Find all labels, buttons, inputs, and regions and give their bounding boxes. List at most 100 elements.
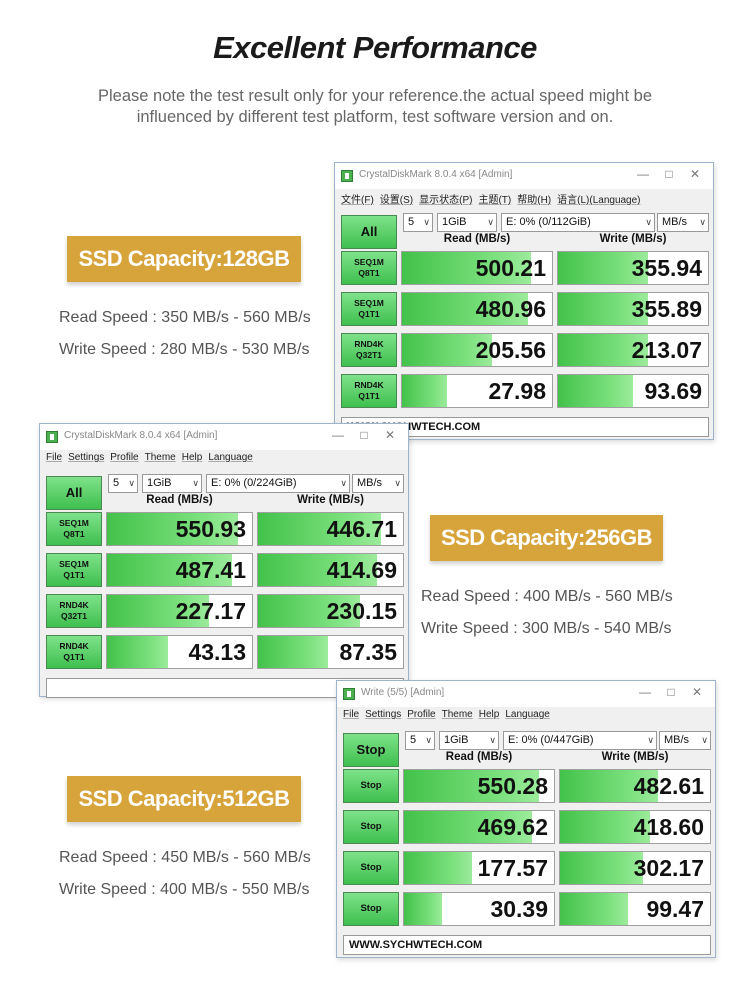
menu-item[interactable]: Language bbox=[505, 709, 550, 720]
write-speed-value: 414.69 bbox=[326, 557, 397, 583]
stop-test-button[interactable]: Stop bbox=[343, 769, 399, 803]
menu-item[interactable]: Settings bbox=[68, 452, 105, 463]
stop-test-button[interactable]: Stop bbox=[343, 851, 399, 885]
menu-item[interactable]: 语言(L)(Language) bbox=[557, 195, 641, 206]
test-button[interactable]: RND4K Q1T1 bbox=[46, 635, 102, 669]
close-icon[interactable]: ✕ bbox=[384, 428, 396, 442]
drive-select[interactable]: E: 0% (0/112GiB) ∨ bbox=[501, 213, 655, 232]
test-queue: Q1T1 bbox=[358, 309, 380, 319]
read-result-cell: 500.21 bbox=[401, 251, 553, 285]
menu-item[interactable]: 帮助(H) bbox=[517, 195, 552, 206]
stop-test-button[interactable]: Stop bbox=[343, 810, 399, 844]
select-value: 5 bbox=[410, 734, 417, 746]
unit-select[interactable]: MB/s ∨ bbox=[657, 213, 709, 232]
chevron-down-icon: ∨ bbox=[394, 478, 401, 488]
read-progress-bar bbox=[404, 852, 472, 884]
menu-item[interactable]: Help bbox=[478, 709, 500, 720]
maximize-icon[interactable]: □ bbox=[360, 428, 368, 442]
note-line-2: influenced by different test platform, t… bbox=[136, 108, 614, 126]
test-button[interactable]: SEQ1M Q8T1 bbox=[341, 251, 397, 285]
read-result-cell: 177.57 bbox=[403, 851, 555, 885]
menu-item[interactable]: Profile bbox=[407, 709, 436, 720]
read-progress-bar bbox=[107, 636, 168, 668]
test-queue: Q32T1 bbox=[356, 350, 382, 360]
read-speed-spec: Read Speed : 400 MB/s - 560 MB/s bbox=[421, 588, 673, 605]
menu-item[interactable]: Settings bbox=[365, 709, 402, 720]
read-speed-value: 480.96 bbox=[475, 296, 546, 322]
write-column-header: Write (MB/s) bbox=[599, 233, 667, 245]
note-line-1: Please note the test result only for you… bbox=[98, 87, 652, 105]
read-speed-value: 550.28 bbox=[477, 773, 548, 799]
read-result-cell: 30.39 bbox=[403, 892, 555, 926]
chevron-down-icon: ∨ bbox=[699, 217, 706, 227]
write-result-cell: 230.15 bbox=[257, 594, 404, 628]
read-speed-value: 27.98 bbox=[488, 378, 546, 404]
test-queue: Q1T1 bbox=[63, 652, 85, 662]
write-result-cell: 418.60 bbox=[559, 810, 711, 844]
menu-item[interactable]: 显示状态(P) bbox=[419, 195, 473, 206]
size-select[interactable]: 1GiB ∨ bbox=[439, 731, 499, 750]
unit-select[interactable]: MB/s ∨ bbox=[659, 731, 711, 750]
close-icon[interactable]: ✕ bbox=[689, 167, 701, 181]
write-speed-value: 93.69 bbox=[644, 378, 702, 404]
write-column-header: Write (MB/s) bbox=[297, 494, 364, 506]
maximize-icon[interactable]: □ bbox=[667, 685, 675, 699]
test-button[interactable]: SEQ1M Q1T1 bbox=[341, 292, 397, 326]
write-result-cell: 99.47 bbox=[559, 892, 711, 926]
drive-select[interactable]: E: 0% (0/224GiB) ∨ bbox=[206, 474, 350, 493]
read-column-header: Read (MB/s) bbox=[146, 494, 213, 506]
size-select[interactable]: 1GiB ∨ bbox=[142, 474, 202, 493]
test-name: SEQ1M bbox=[354, 298, 384, 308]
menu-item[interactable]: Help bbox=[181, 452, 203, 463]
read-column-header: Read (MB/s) bbox=[445, 751, 513, 763]
write-column-header: Write (MB/s) bbox=[601, 751, 669, 763]
drive-select[interactable]: E: 0% (0/447GiB) ∨ bbox=[503, 731, 657, 750]
menu-item[interactable]: Theme bbox=[144, 452, 176, 463]
minimize-icon[interactable]: — bbox=[637, 167, 649, 181]
test-button[interactable]: RND4K Q32T1 bbox=[46, 594, 102, 628]
minimize-icon[interactable]: — bbox=[639, 685, 651, 699]
menu-item[interactable]: File bbox=[343, 709, 360, 720]
test-button[interactable]: SEQ1M Q1T1 bbox=[46, 553, 102, 587]
write-speed-value: 213.07 bbox=[631, 337, 702, 363]
run-all-button[interactable]: All bbox=[341, 215, 397, 249]
menu-item[interactable]: Profile bbox=[110, 452, 139, 463]
select-value: 1GiB bbox=[147, 477, 172, 489]
count-select[interactable]: 5 ∨ bbox=[405, 731, 435, 750]
close-icon[interactable]: ✕ bbox=[691, 685, 703, 699]
maximize-icon[interactable]: □ bbox=[665, 167, 673, 181]
size-select[interactable]: 1GiB ∨ bbox=[437, 213, 497, 232]
test-button[interactable]: RND4K Q32T1 bbox=[341, 333, 397, 367]
menu-item[interactable]: 文件(F) bbox=[341, 195, 374, 206]
read-result-cell: 227.17 bbox=[106, 594, 253, 628]
read-result-cell: 550.93 bbox=[106, 512, 253, 546]
read-result-cell: 469.62 bbox=[403, 810, 555, 844]
write-progress-bar bbox=[258, 513, 382, 545]
stop-test-button[interactable]: Stop bbox=[343, 892, 399, 926]
count-select[interactable]: 5 ∨ bbox=[403, 213, 433, 232]
test-button[interactable]: SEQ1M Q8T1 bbox=[46, 512, 102, 546]
read-speed-value: 177.57 bbox=[477, 855, 548, 881]
minimize-icon[interactable]: — bbox=[332, 428, 344, 442]
select-value: E: 0% (0/447GiB) bbox=[508, 734, 594, 746]
menu-item[interactable]: 设置(S) bbox=[379, 195, 414, 206]
read-speed-spec: Read Speed : 350 MB/s - 560 MB/s bbox=[59, 309, 311, 326]
title-bar: CrystalDiskMark 8.0.4 x64 [Admin] — □ ✕ bbox=[40, 424, 408, 450]
stop-all-button[interactable]: Stop bbox=[343, 733, 399, 767]
crystaldiskmark-window-256gb: CrystalDiskMark 8.0.4 x64 [Admin] — □ ✕ File… bbox=[39, 423, 409, 698]
menu-item[interactable]: File bbox=[46, 452, 63, 463]
test-button[interactable]: RND4K Q1T1 bbox=[341, 374, 397, 408]
test-queue: Q1T1 bbox=[358, 391, 380, 401]
write-speed-value: 482.61 bbox=[633, 773, 704, 799]
run-all-button[interactable]: All bbox=[46, 476, 102, 510]
test-name: RND4K bbox=[59, 600, 89, 610]
write-result-cell: 355.89 bbox=[557, 292, 709, 326]
capacity-badge-256gb: SSD Capacity:256GB bbox=[430, 515, 663, 561]
menu-item[interactable]: 主题(T) bbox=[478, 195, 512, 206]
menu-item[interactable]: Language bbox=[208, 452, 253, 463]
menu-item[interactable]: Theme bbox=[441, 709, 473, 720]
count-select[interactable]: 5 ∨ bbox=[108, 474, 138, 493]
write-progress-bar bbox=[560, 811, 650, 843]
unit-select[interactable]: MB/s ∨ bbox=[352, 474, 404, 493]
test-name: RND4K bbox=[354, 339, 384, 349]
